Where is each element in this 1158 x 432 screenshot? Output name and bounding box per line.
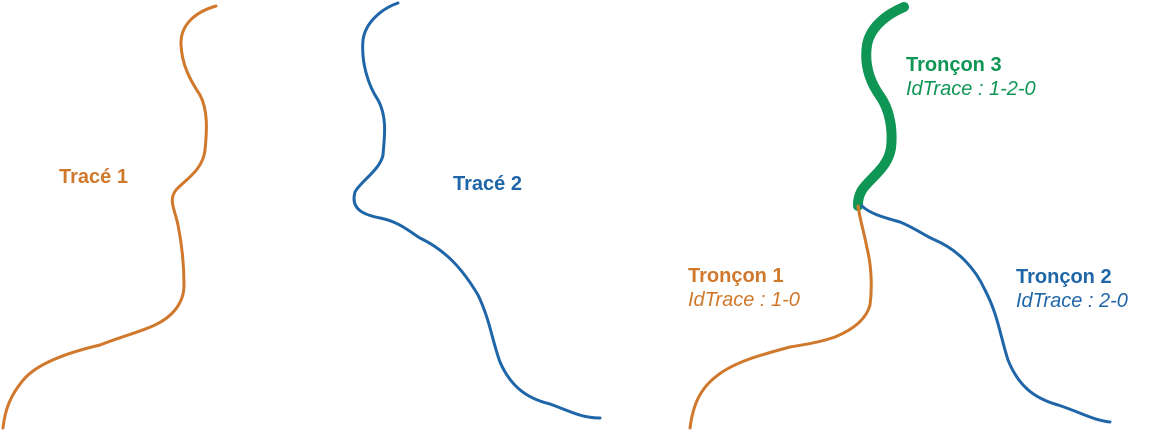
troncon-1-name: Tronçon 1: [688, 265, 784, 287]
trace-1-label: Tracé 1: [59, 165, 128, 189]
troncon-3-id: IdTrace : 1-2-0: [906, 78, 1036, 100]
troncon-3-label: Tronçon 3 IdTrace : 1-2-0: [906, 53, 1036, 101]
troncon-2-label: Tronçon 2 IdTrace : 2-0: [1016, 265, 1128, 313]
troncon-2-line: [860, 204, 1112, 424]
trace-1-line: [1, 4, 218, 430]
troncon-1-label: Tronçon 1 IdTrace : 1-0: [688, 264, 800, 312]
trace-2-line: [352, 1, 602, 420]
trace-1-name: Tracé 1: [59, 166, 128, 188]
trace-2-name: Tracé 2: [453, 173, 522, 195]
troncon-3-line: [853, 2, 909, 211]
troncon-2-id: IdTrace : 2-0: [1016, 290, 1128, 312]
troncon-3-name: Tronçon 3: [906, 54, 1002, 76]
troncon-1-id: IdTrace : 1-0: [688, 289, 800, 311]
trace-2-label: Tracé 2: [453, 172, 522, 196]
troncon-2-name: Tronçon 2: [1016, 266, 1112, 288]
troncon-1-line: [688, 204, 873, 430]
